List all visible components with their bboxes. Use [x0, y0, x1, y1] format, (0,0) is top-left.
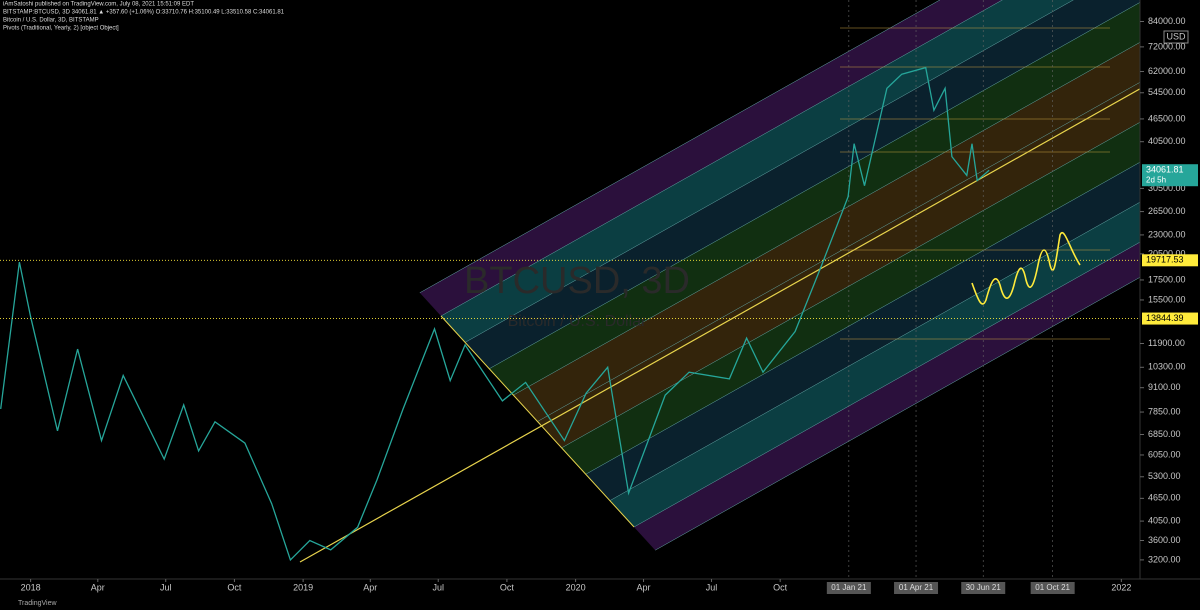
date-label: 30 Jun 21 [966, 583, 1002, 592]
symbol-line: BITSTAMP:BTCUSD, 3D 34061.81 ▲ +357.60 (… [3, 10, 285, 16]
price-tag [1142, 312, 1198, 325]
x-tick-label: Apr [363, 582, 377, 592]
y-tick-label: 72000.00 [1148, 41, 1186, 51]
handle-line [440, 315, 635, 528]
price-tag-sub: 2d 5h [1146, 175, 1166, 184]
pitchfork-line [440, 0, 1003, 317]
price-tag-label: 34061.81 [1146, 165, 1184, 175]
price-tag-label: 13844.39 [1146, 313, 1184, 323]
price-axis [1140, 0, 1200, 580]
y-tick-label: 7850.00 [1148, 406, 1181, 416]
pitchfork-line [419, 0, 941, 294]
pitchfork-band [609, 202, 1140, 528]
y-tick-label: 3200.00 [1148, 554, 1181, 564]
y-tick-label: 30500.00 [1148, 183, 1186, 193]
y-tick-label: 5300.00 [1148, 471, 1181, 481]
y-tick-label: 6850.00 [1148, 429, 1181, 439]
y-tick-label: 4050.00 [1148, 515, 1181, 525]
currency-box [1163, 30, 1189, 44]
median-line [299, 54, 1200, 563]
y-tick-label: 23000.00 [1148, 229, 1186, 239]
pitchfork-band [513, 42, 1140, 422]
y-tick-label: 6050.00 [1148, 449, 1181, 459]
pitchfork-band [585, 162, 1140, 501]
x-tick-label: 2019 [293, 582, 313, 592]
pitchfork-line [513, 42, 1141, 396]
watermark-symbol: BTCUSD, 3D [464, 260, 690, 302]
x-tick-label: 2020 [566, 582, 586, 592]
pitchfork-line [489, 2, 1141, 369]
pivot-lines [840, 27, 1110, 340]
x-tick-label: Apr [91, 582, 105, 592]
y-tick-label: 84000.00 [1148, 16, 1186, 26]
pitchfork-line [561, 122, 1141, 449]
date-label: 01 Apr 21 [899, 583, 934, 592]
price-tag [1142, 254, 1198, 267]
price-tag [1142, 164, 1198, 187]
y-tick-label: 40500.00 [1148, 136, 1186, 146]
date-label: 01 Oct 21 [1035, 583, 1070, 592]
pitchfork-band [441, 0, 1074, 343]
title: Bitcoin / U.S. Dollar, 3D, BITSTAMP [3, 18, 99, 24]
y-tick-label: 17500.00 [1148, 274, 1186, 284]
x-tick-label: 2022 [1111, 582, 1131, 592]
x-tick-label: Jul [160, 582, 172, 592]
date-box [894, 582, 939, 594]
x-tick-label: 2018 [21, 582, 41, 592]
pitchfork [419, 0, 1141, 551]
pitchfork-band [465, 0, 1140, 369]
date-label: 01 Jan 21 [831, 583, 867, 592]
x-tick-label: Oct [227, 582, 242, 592]
y-tick-label: 20500.00 [1148, 248, 1186, 258]
pitchfork-line [609, 201, 1141, 501]
pitchfork-band [561, 122, 1140, 475]
y-tick-label: 15500.00 [1148, 294, 1186, 304]
y-tick-label: 9100.00 [1148, 382, 1181, 392]
pitchfork-line [465, 0, 1074, 343]
y-tick-label: 46500.00 [1148, 113, 1186, 123]
y-tick-label: 3600.00 [1148, 535, 1181, 545]
projection-drawing [971, 232, 1081, 305]
pitchfork-band [419, 0, 1003, 316]
x-tick-label: Oct [500, 582, 515, 592]
footer: TradingView [18, 600, 57, 607]
x-tick-label: Apr [637, 582, 651, 592]
y-tick-label: 4650.00 [1148, 493, 1181, 503]
pitchfork-line [537, 82, 1141, 422]
x-tick-label: Oct [773, 582, 788, 592]
publisher: iAmSatoshi published on TradingView.com,… [3, 2, 194, 8]
date-box [826, 582, 871, 594]
y-tick-label: 62000.00 [1148, 66, 1186, 76]
indicator: Pivots (Traditional, Yearly, 2) [object … [3, 26, 119, 32]
pitchfork-band [634, 242, 1140, 551]
pitchfork-line [585, 161, 1141, 475]
y-tick-label: 10300.00 [1148, 362, 1186, 372]
y-tick-label: 26500.00 [1148, 206, 1186, 216]
watermark-name: Bitcoin / U.S. Dollar [508, 313, 647, 330]
x-tick-label: Jul [706, 582, 718, 592]
pitchfork-line [655, 277, 1141, 551]
currency: USD [1166, 31, 1186, 41]
x-tick-label: Jul [432, 582, 444, 592]
pitchfork-line [633, 241, 1141, 528]
y-tick-label: 11900.00 [1148, 338, 1185, 348]
price-tag-label: 19717.53 [1146, 255, 1184, 265]
price-line [0, 66, 990, 562]
date-box [961, 582, 1006, 594]
y-tick-label: 54500.00 [1148, 87, 1186, 97]
pitchfork-band [489, 2, 1140, 396]
date-box [1030, 582, 1075, 594]
